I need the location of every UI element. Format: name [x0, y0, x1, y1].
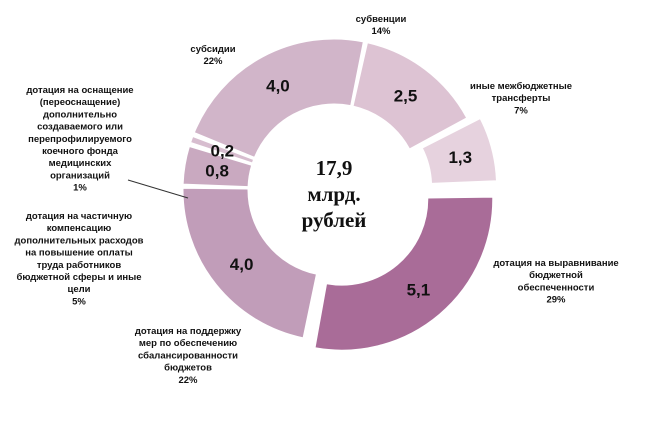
center-unit-2: рублей: [302, 208, 367, 232]
category-label-equalization: дотация на выравнивание бюджетной обеспече…: [493, 258, 618, 306]
category-label-equipment: дотация на оснащение (переоснащение) допол…: [26, 85, 133, 194]
label-line-equipment: коечного фонда: [42, 146, 119, 157]
label-line-equipment: дополнительно: [43, 109, 117, 120]
label-line-compensation: дотация на частичную: [26, 211, 132, 222]
category-label-balancing: дотация на поддержку мер по обеспечению сб…: [135, 326, 242, 386]
value-label-subsidies: 4,0: [266, 77, 290, 96]
label-line-equipment: медицинских: [49, 158, 112, 169]
label-line-compensation: компенсацию: [47, 223, 112, 234]
label-line-subventions: субвенции: [356, 14, 407, 25]
percent-label-subventions: 14%: [371, 26, 391, 37]
slice-subventions: [352, 42, 468, 150]
category-label-other-transfers: иные межбюджетные трансферты 7%: [470, 81, 572, 116]
percent-label-compensation: 5%: [72, 296, 86, 307]
label-line-compensation: дополнительных расходов: [15, 235, 144, 246]
category-label-compensation: дотация на частичную компенсацию дополните…: [15, 211, 144, 307]
slice-compensation: [182, 145, 253, 188]
slice-equalization: [314, 196, 494, 351]
value-label-other-transfers: 1,3: [448, 148, 472, 167]
center-total: 17,9: [316, 156, 353, 180]
label-line-equipment: создаваемого или: [37, 122, 123, 133]
label-line-compensation: труда работников: [37, 260, 122, 271]
label-line-equipment: дотация на оснащение: [26, 85, 133, 96]
percent-label-equipment: 1%: [73, 183, 87, 194]
category-label-subventions: субвенции 14%: [356, 14, 407, 37]
label-line-equalization: дотация на выравнивание: [493, 258, 618, 269]
category-label-subsidies: субсидии 22%: [190, 44, 235, 67]
value-label-equalization: 5,1: [407, 281, 431, 300]
label-line-compensation: цели: [68, 284, 91, 295]
value-label-subventions: 2,5: [394, 87, 418, 106]
label-line-equalization: бюджетной: [529, 270, 583, 281]
label-line-equipment: (переоснащение): [40, 97, 121, 108]
label-line-balancing: дотация на поддержку: [135, 326, 242, 337]
slice-equipment: [190, 135, 255, 164]
percent-label-other-transfers: 7%: [514, 105, 528, 116]
label-line-equipment: организаций: [50, 170, 110, 181]
percent-label-equalization: 29%: [546, 295, 566, 306]
slice-subsidies: [193, 38, 364, 158]
chart-slices: [182, 38, 498, 351]
percent-label-balancing: 22%: [178, 375, 198, 386]
value-label-balancing: 4,0: [230, 255, 254, 274]
label-line-balancing: сбалансированности: [138, 350, 238, 361]
label-line-compensation: на повышение оплаты: [25, 248, 132, 259]
label-line-balancing: бюджетов: [164, 363, 212, 374]
value-label-compensation: 0,8: [205, 161, 229, 180]
label-line-other-transfers: трансферты: [492, 93, 551, 104]
label-line-subsidies: субсидии: [190, 44, 235, 55]
label-line-compensation: бюджетной сферы и иные: [16, 272, 141, 283]
label-line-equipment: перепрофилируемого: [28, 134, 132, 145]
slice-values: 2,5 1,3 5,1 4,0 0,80,2 4,0: [205, 77, 472, 300]
slice-other-transfers: [421, 117, 498, 184]
center-unit-1: млрд.: [307, 182, 360, 206]
leader-line-equipment: [127, 179, 189, 199]
category-labels: субвенции 14% иные межбюджетные трансферты 7…: [15, 14, 619, 386]
label-line-other-transfers: иные межбюджетные: [470, 81, 572, 92]
percent-label-subsidies: 22%: [203, 56, 223, 67]
slice-balancing: [182, 187, 318, 339]
label-line-equalization: обеспеченности: [518, 282, 595, 293]
value-label-equipment: 0,2: [211, 141, 235, 160]
label-line-balancing: мер по обеспечению: [139, 338, 237, 349]
